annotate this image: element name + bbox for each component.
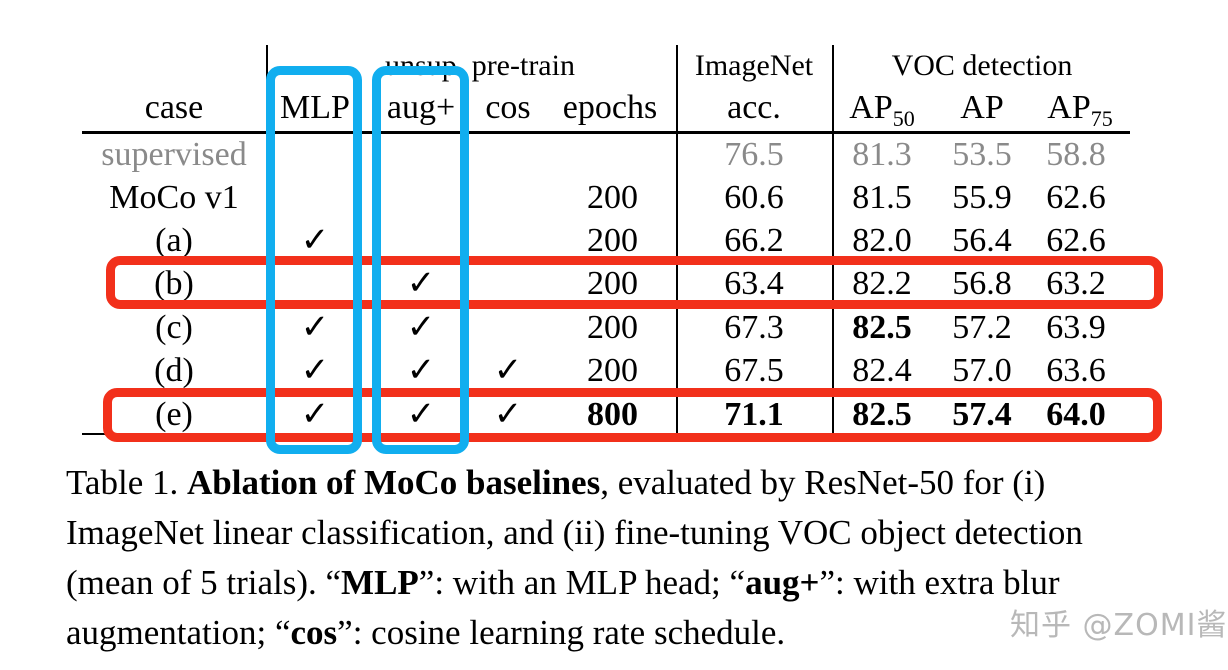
caption-label: Table 1.	[66, 463, 179, 502]
cell-ap50: 82.2	[852, 265, 912, 302]
cell-acc: 76.5	[724, 136, 784, 173]
cell-case: supervised	[101, 136, 247, 173]
cell-ap: 56.8	[952, 265, 1012, 302]
cell-ap50: 81.3	[852, 136, 912, 173]
divider-imagenet-voc	[832, 45, 834, 435]
cell-case: (d)	[154, 352, 194, 389]
cell-ap75: 63.2	[1046, 265, 1106, 302]
cell-epochs: 200	[587, 222, 638, 259]
header-case: case	[144, 89, 204, 126]
check-icon: ✓	[493, 352, 523, 389]
cell-case: (e)	[155, 396, 193, 433]
cell-ap75: 63.9	[1046, 309, 1106, 346]
highlight-col-aug	[372, 66, 469, 454]
divider-unsup-imagenet	[676, 45, 678, 435]
cell-ap50: 82.0	[852, 222, 912, 259]
cell-ap75: 58.8	[1046, 136, 1106, 173]
check-icon: ✓	[300, 309, 330, 346]
cell-case: (c)	[155, 309, 193, 346]
caption-title: Ablation of MoCo baselines	[186, 463, 601, 502]
watermark: 知乎 @ZOMI酱	[1010, 608, 1228, 643]
cell-ap: 53.5	[952, 136, 1012, 173]
check-icon: ✓	[406, 396, 436, 433]
header-group-imagenet: ImageNet	[694, 49, 814, 82]
highlight-row-b	[106, 256, 1163, 309]
header-rule	[82, 131, 1130, 134]
cell-acc: 71.1	[724, 396, 784, 433]
cell-acc: 60.6	[724, 179, 784, 216]
cell-ap75: 62.6	[1046, 222, 1106, 259]
check-icon: ✓	[493, 396, 523, 433]
header-acc: acc.	[727, 89, 781, 126]
cell-ap: 57.0	[952, 352, 1012, 389]
cell-ap: 57.2	[952, 309, 1012, 346]
check-icon: ✓	[300, 352, 330, 389]
check-icon: ✓	[406, 265, 436, 302]
cell-case: MoCo v1	[109, 179, 239, 216]
cell-ap75: 64.0	[1046, 396, 1106, 433]
header-ap75: AP75	[1047, 89, 1113, 131]
cell-ap75: 62.6	[1046, 179, 1106, 216]
cell-epochs: 200	[587, 309, 638, 346]
header-mlp: MLP	[280, 89, 350, 126]
cell-epochs: 200	[587, 265, 638, 302]
header-aug: aug+	[386, 89, 456, 126]
cell-acc: 67.3	[724, 309, 784, 346]
table-caption: Table 1. Ablation of MoCo baselines, eva…	[66, 463, 1083, 652]
cell-case: (b)	[154, 265, 194, 302]
header-group-voc: VOC detection	[891, 49, 1073, 82]
cell-ap: 55.9	[952, 179, 1012, 216]
cell-epochs: 200	[587, 179, 638, 216]
cell-epochs: 200	[587, 352, 638, 389]
cell-ap50: 81.5	[852, 179, 912, 216]
check-icon: ✓	[406, 309, 436, 346]
check-icon: ✓	[300, 222, 330, 259]
check-icon: ✓	[406, 352, 436, 389]
cell-ap: 56.4	[952, 222, 1012, 259]
cell-ap50: 82.5	[852, 396, 912, 433]
cell-epochs: 800	[587, 396, 638, 433]
check-icon: ✓	[300, 396, 330, 433]
highlight-col-mlp	[266, 66, 362, 454]
cell-ap50: 82.4	[852, 352, 912, 389]
header-group-unsup: unsup. pre-train	[385, 49, 575, 82]
header-ap50: AP50	[849, 89, 915, 131]
cell-acc: 63.4	[724, 265, 784, 302]
cell-ap: 57.4	[952, 396, 1012, 433]
highlight-row-e	[103, 388, 1162, 442]
cell-ap50: 82.5	[852, 309, 912, 346]
header-epochs: epochs	[562, 89, 658, 126]
cell-case: (a)	[155, 222, 193, 259]
header-ap: AP	[960, 89, 1004, 126]
cell-acc: 67.5	[724, 352, 784, 389]
cell-acc: 66.2	[724, 222, 784, 259]
header-cos: cos	[485, 89, 531, 126]
cell-ap75: 63.6	[1046, 352, 1106, 389]
